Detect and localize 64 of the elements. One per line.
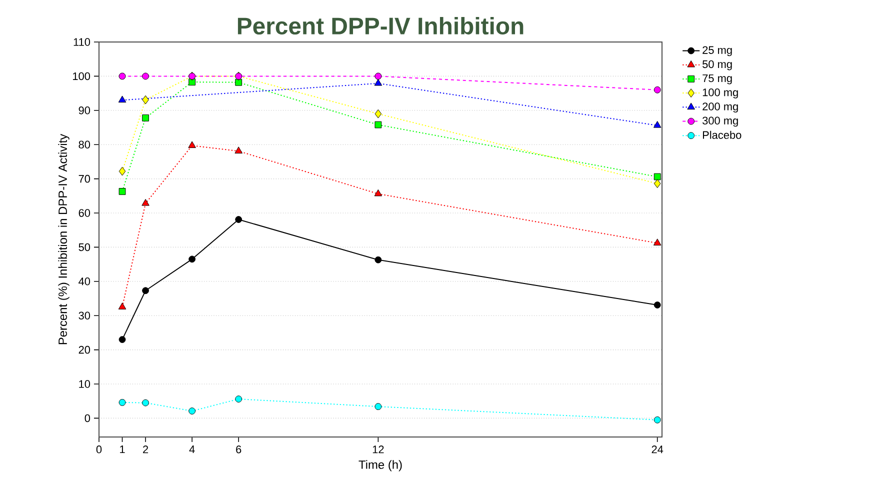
point (118, 188, 126, 195)
point (374, 256, 382, 264)
legend-label: 200 mg (702, 102, 738, 113)
x-tick-label: 1 (120, 446, 125, 454)
point (118, 336, 126, 343)
point (142, 198, 150, 206)
point (654, 302, 661, 308)
point (188, 78, 196, 86)
y-tick-label: 80 (78, 140, 90, 148)
point (374, 78, 382, 86)
x-tick-label: 4 (189, 446, 195, 454)
x-tick-label: 0 (96, 446, 102, 454)
point (374, 403, 382, 410)
x-tick-label: 2 (143, 446, 148, 454)
point (235, 216, 242, 223)
point (235, 396, 242, 402)
y-tick-label: 0 (84, 414, 90, 422)
chart-title: Percent DPP-IV Inhibition (238, 16, 524, 34)
x-tick-label: 24 (652, 446, 664, 454)
point (654, 173, 661, 180)
point (374, 109, 382, 118)
point (142, 72, 149, 80)
point (653, 120, 662, 128)
y-tick-label: 60 (78, 209, 90, 217)
y-tick-label: 70 (78, 174, 90, 183)
legend-label: Placebo (702, 130, 742, 139)
point (188, 256, 196, 263)
point (118, 72, 126, 80)
legend-label: 25 mg (702, 46, 732, 56)
y-tick-label: 10 (79, 380, 90, 388)
x-axis-title: Time (h) (358, 460, 402, 472)
point (118, 96, 126, 102)
y-tick-label: 20 (78, 346, 90, 354)
legend-label: 50 mg (702, 60, 732, 70)
x-tick-label: 12 (372, 446, 384, 454)
point (654, 416, 661, 424)
y-tick-label: 90 (78, 106, 90, 114)
point (142, 287, 149, 294)
point (654, 179, 661, 188)
y-tick-label: 100 (73, 72, 90, 80)
y-tick-label: 110 (74, 38, 90, 46)
point (235, 78, 242, 86)
x-tick-label: 6 (236, 446, 242, 454)
point (653, 238, 662, 246)
legend-label: 75 mg (702, 74, 732, 84)
legend-label: 100 mg (702, 88, 738, 98)
point (234, 146, 242, 154)
point (374, 121, 382, 128)
point (142, 95, 149, 104)
point (118, 166, 126, 176)
point (188, 408, 196, 414)
point (654, 86, 661, 94)
y-axis-title: Percent (%) Inhibition in DPP-IV Activity (58, 134, 70, 344)
point (188, 141, 196, 148)
point (374, 189, 382, 196)
point (118, 399, 126, 406)
point (142, 399, 149, 406)
y-tick-label: 50 (78, 243, 90, 252)
point (142, 114, 149, 122)
y-tick-label: 30 (78, 312, 90, 320)
point (118, 302, 126, 310)
legend-label: 300 mg (702, 116, 738, 127)
point (374, 72, 382, 80)
y-tick-label: 40 (78, 278, 90, 286)
